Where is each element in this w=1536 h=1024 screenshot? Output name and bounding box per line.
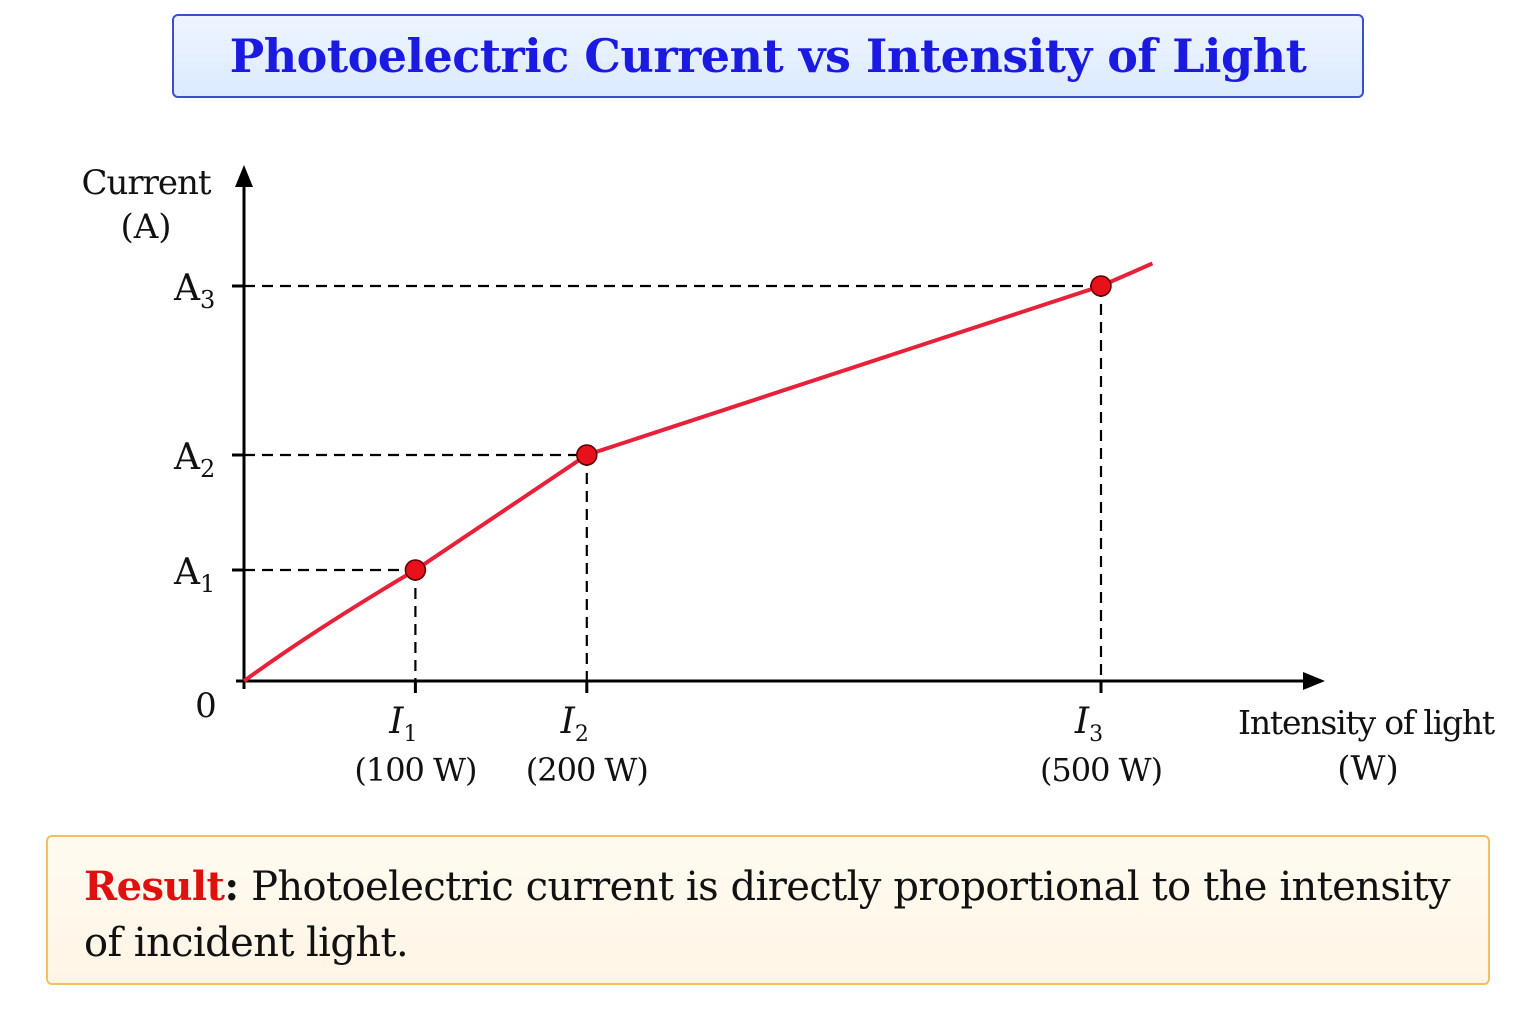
result-statement: Photoelectric current is directly propor… <box>84 864 1451 966</box>
x-axis-unit: (W) <box>1337 749 1398 789</box>
y-axis-title: Current <box>81 163 211 203</box>
y-tick-label-1: A1 <box>173 552 215 598</box>
data-point-3 <box>1090 275 1112 297</box>
result-box: Result: Photoelectric current is directl… <box>46 835 1490 985</box>
x-tick-label-2: I2 <box>560 701 589 747</box>
chart-title: Photoelectric Current vs Intensity of Li… <box>229 29 1307 83</box>
data-point-2 <box>576 444 598 466</box>
data-point-1 <box>404 559 427 581</box>
x-value-label-2: (200 W) <box>526 751 648 789</box>
x-value-label-3: (500 W) <box>1040 751 1162 789</box>
x-tick-label-1: I1 <box>388 701 417 747</box>
current-curve <box>242 261 1154 683</box>
y-tick-label-2: A2 <box>173 437 215 483</box>
dashed-guides <box>244 284 1103 681</box>
result-label: Result <box>84 863 225 910</box>
origin-label: 0 <box>195 686 217 726</box>
x-tick-label-3: I3 <box>1074 701 1103 747</box>
photoelectric-chart: A1 I1 (100 W) A2 I2 (200 W) A3 I3 (500 W) 0 Curren… <box>81 163 1496 789</box>
x-axis-arrow <box>1303 672 1325 690</box>
y-tick-label-3: A3 <box>173 268 215 314</box>
x-value-label-1: (100 W) <box>354 751 476 789</box>
x-axis-title: Intensity of light <box>1238 703 1495 742</box>
y-axis-unit: (A) <box>120 207 171 247</box>
title-banner: Photoelectric Current vs Intensity of Li… <box>172 14 1364 98</box>
result-text: Result: Photoelectric current is directl… <box>84 859 1451 971</box>
y-axis-arrow <box>235 165 253 187</box>
result-colon: : <box>224 863 239 910</box>
